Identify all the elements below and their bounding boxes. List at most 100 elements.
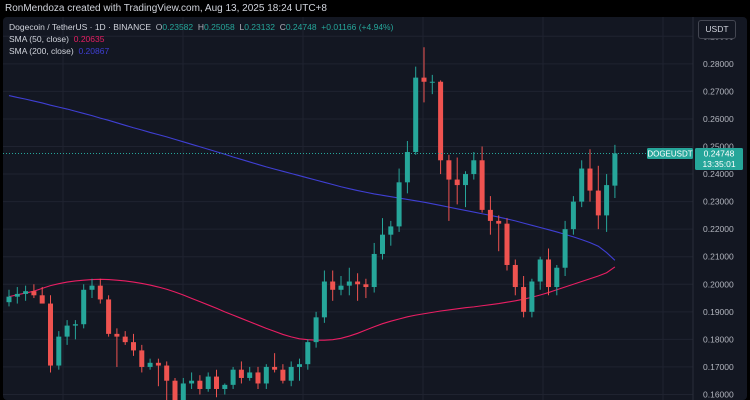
candle[interactable] — [247, 366, 253, 381]
candle[interactable] — [97, 278, 103, 304]
candle[interactable] — [189, 372, 195, 389]
candle[interactable] — [139, 344, 145, 373]
candle[interactable] — [313, 311, 319, 348]
candle[interactable] — [380, 218, 385, 260]
price-tick-label: 0.26000 — [703, 114, 734, 124]
candle[interactable] — [288, 361, 294, 387]
candle[interactable] — [454, 157, 460, 205]
candle[interactable] — [280, 364, 286, 384]
candle[interactable] — [6, 289, 12, 307]
candle[interactable] — [479, 146, 485, 213]
candle[interactable] — [321, 270, 327, 323]
candle[interactable] — [546, 248, 551, 296]
candle[interactable] — [562, 220, 568, 277]
candle[interactable] — [272, 353, 278, 373]
candle[interactable] — [305, 339, 311, 370]
candle[interactable] — [297, 358, 302, 381]
candle[interactable] — [487, 196, 493, 235]
price-tick-label: 0.20000 — [703, 279, 734, 289]
candle[interactable] — [172, 377, 178, 400]
chart-panel[interactable]: 0.16000 0.17000 0.18000 0.19000 0.20000 0.210… — [3, 17, 747, 400]
candle-body — [338, 285, 344, 290]
candle[interactable] — [214, 369, 219, 398]
candle[interactable] — [338, 276, 344, 296]
candle[interactable] — [579, 160, 585, 208]
candle-body — [579, 168, 585, 202]
candle[interactable] — [56, 331, 62, 370]
candle[interactable] — [64, 320, 70, 345]
candle[interactable] — [255, 366, 261, 389]
price-tick-label: 0.22000 — [703, 224, 734, 234]
candle[interactable] — [529, 278, 535, 318]
currency-button[interactable]: USDT — [698, 20, 736, 39]
candle[interactable] — [346, 267, 352, 296]
candle-body — [587, 168, 593, 191]
candle[interactable] — [587, 149, 593, 202]
candle[interactable] — [39, 287, 45, 304]
candle[interactable] — [238, 361, 244, 384]
sma50-label[interactable]: SMA (50, close) — [9, 34, 69, 44]
candle[interactable] — [355, 273, 361, 301]
candle[interactable] — [330, 270, 336, 301]
candle[interactable] — [14, 287, 20, 304]
candle[interactable] — [504, 218, 510, 271]
candle[interactable] — [23, 285, 29, 301]
candle[interactable] — [106, 295, 112, 337]
sma200-legend-row[interactable]: SMA (200, close) 0.20867 — [9, 45, 393, 57]
symbol-line[interactable]: Dogecoin / TetherUS · 1D · BINANCE — [9, 22, 152, 32]
candle[interactable] — [554, 264, 560, 296]
sma200-label[interactable]: SMA (200, close) — [9, 46, 74, 56]
candle[interactable] — [612, 144, 618, 199]
candle[interactable] — [81, 284, 87, 329]
candle[interactable] — [471, 152, 477, 180]
candle[interactable] — [155, 358, 161, 387]
chart-legend: Dogecoin / TetherUS · 1D · BINANCE O0.23… — [9, 21, 393, 57]
high-label: H — [197, 22, 205, 32]
candle[interactable] — [48, 295, 53, 373]
candle[interactable] — [537, 256, 543, 290]
symbol-row[interactable]: Dogecoin / TetherUS · 1D · BINANCE O0.23… — [9, 21, 393, 33]
candle[interactable] — [147, 358, 153, 370]
candlestick-chart[interactable]: 0.16000 0.17000 0.18000 0.19000 0.20000 0.210… — [3, 17, 747, 400]
candle[interactable] — [404, 140, 410, 194]
price-tag-value: 0.24748 — [704, 148, 735, 158]
candle[interactable] — [164, 361, 170, 400]
candle[interactable] — [205, 372, 211, 392]
candle[interactable] — [570, 196, 576, 235]
price-tick-label: 0.23000 — [703, 197, 734, 207]
candle-body — [321, 281, 327, 318]
candle[interactable] — [463, 171, 468, 208]
candle[interactable] — [363, 278, 369, 299]
candle[interactable] — [604, 174, 610, 232]
candle-body — [521, 287, 527, 312]
candle[interactable] — [429, 74, 435, 95]
candle[interactable] — [512, 259, 518, 296]
candle[interactable] — [31, 284, 37, 299]
candle[interactable] — [438, 80, 444, 175]
candle[interactable] — [122, 331, 128, 345]
candle[interactable] — [396, 168, 402, 232]
candle[interactable] — [72, 320, 78, 340]
candle[interactable] — [197, 375, 203, 395]
candle[interactable] — [595, 165, 601, 230]
candle[interactable] — [413, 66, 419, 155]
candle[interactable] — [89, 278, 95, 299]
sma50-value: 0.20635 — [73, 34, 105, 44]
candle[interactable] — [180, 377, 186, 400]
price-tick-label: 0.17000 — [703, 362, 734, 372]
candle[interactable] — [114, 328, 120, 367]
candle[interactable] — [263, 364, 269, 389]
candle[interactable] — [446, 154, 452, 221]
candle[interactable] — [388, 220, 394, 246]
sma50-line — [8, 266, 616, 341]
candle[interactable] — [222, 383, 228, 395]
sma50-legend-row[interactable]: SMA (50, close) 0.20635 — [9, 33, 393, 45]
candle[interactable] — [230, 366, 236, 389]
candle[interactable] — [421, 47, 427, 103]
price-tick-label: 0.19000 — [703, 307, 734, 317]
candle[interactable] — [371, 242, 377, 293]
candle[interactable] — [496, 215, 502, 252]
candle[interactable] — [131, 333, 136, 356]
candle[interactable] — [521, 276, 527, 318]
